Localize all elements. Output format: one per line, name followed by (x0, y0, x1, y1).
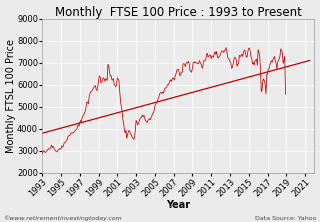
Text: ©www.retirementinvestingtoday.com: ©www.retirementinvestingtoday.com (3, 215, 122, 221)
Y-axis label: Monthly FTSL 100 Price: Monthly FTSL 100 Price (5, 39, 16, 153)
X-axis label: Year: Year (166, 200, 190, 210)
Title: Monthly  FTSE 100 Price : 1993 to Present: Monthly FTSE 100 Price : 1993 to Present (55, 6, 302, 19)
Text: Data Source: Yahoo: Data Source: Yahoo (255, 216, 317, 221)
